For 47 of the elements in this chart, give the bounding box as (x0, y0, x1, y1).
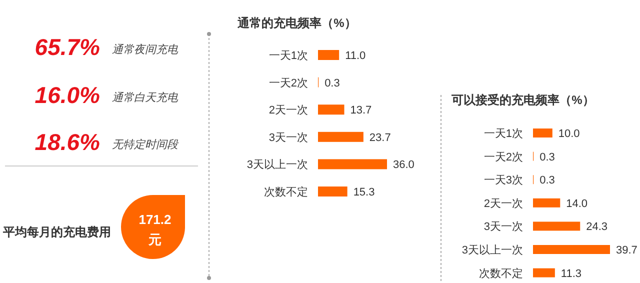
bar (533, 268, 555, 278)
bar (533, 198, 560, 208)
text: 18.6% (34, 129, 100, 155)
data-label: 11.3 (560, 268, 582, 280)
y-tick-label: 次数不定 (264, 186, 308, 198)
data-label: 10.0 (558, 128, 580, 140)
text: 16.0% (34, 82, 100, 108)
bar (533, 222, 580, 231)
data-label: 0.3 (540, 174, 555, 187)
data-label: 0.3 (324, 77, 340, 90)
text: 65.7% (34, 34, 100, 60)
bar (533, 245, 610, 254)
y-tick-label: 次数不定 (479, 266, 523, 280)
text: 通常夜间充电 (112, 43, 179, 56)
data-label: 39.7 (616, 244, 638, 256)
y-tick-label: 一天1次 (484, 128, 523, 140)
y-tick-label: 3天以上一次 (462, 244, 523, 256)
data-label: 36.0 (393, 159, 414, 172)
y-tick-label: 3天一次 (268, 132, 308, 144)
data-label: 14.0 (566, 198, 588, 210)
y-tick-label: 3天以上一次 (246, 158, 308, 172)
bar (533, 128, 552, 138)
chart-title: 可以接受的充电频率（%） (450, 93, 594, 107)
data-label: 24.3 (586, 221, 608, 234)
y-tick-label: 3天一次 (484, 221, 523, 234)
bar (318, 104, 344, 115)
y-tick-label: 一天2次 (268, 77, 308, 90)
bar (318, 159, 387, 170)
data-label: 11.0 (345, 50, 366, 62)
data-label: 15.3 (353, 186, 375, 198)
text: 通常白天充电 (112, 91, 179, 104)
y-tick-label: 2天一次 (268, 104, 308, 117)
chart-title: 通常的充电频率（%） (236, 16, 356, 30)
bar (318, 186, 348, 196)
y-tick-label: 一天2次 (484, 151, 523, 164)
y-tick-label: 2天一次 (484, 198, 523, 210)
text: 平均每月的充电费用 (2, 225, 111, 239)
text: 元 (148, 232, 162, 247)
data-label: 0.3 (540, 151, 555, 164)
bar (318, 50, 340, 60)
data-label: 13.7 (350, 104, 372, 117)
y-tick-label: 一天1次 (268, 50, 308, 62)
bar (318, 132, 364, 142)
text: 无特定时间段 (112, 138, 179, 151)
y-tick-label: 一天3次 (484, 174, 523, 187)
data-label: 23.7 (369, 132, 391, 144)
text: 171.2 (138, 212, 172, 227)
